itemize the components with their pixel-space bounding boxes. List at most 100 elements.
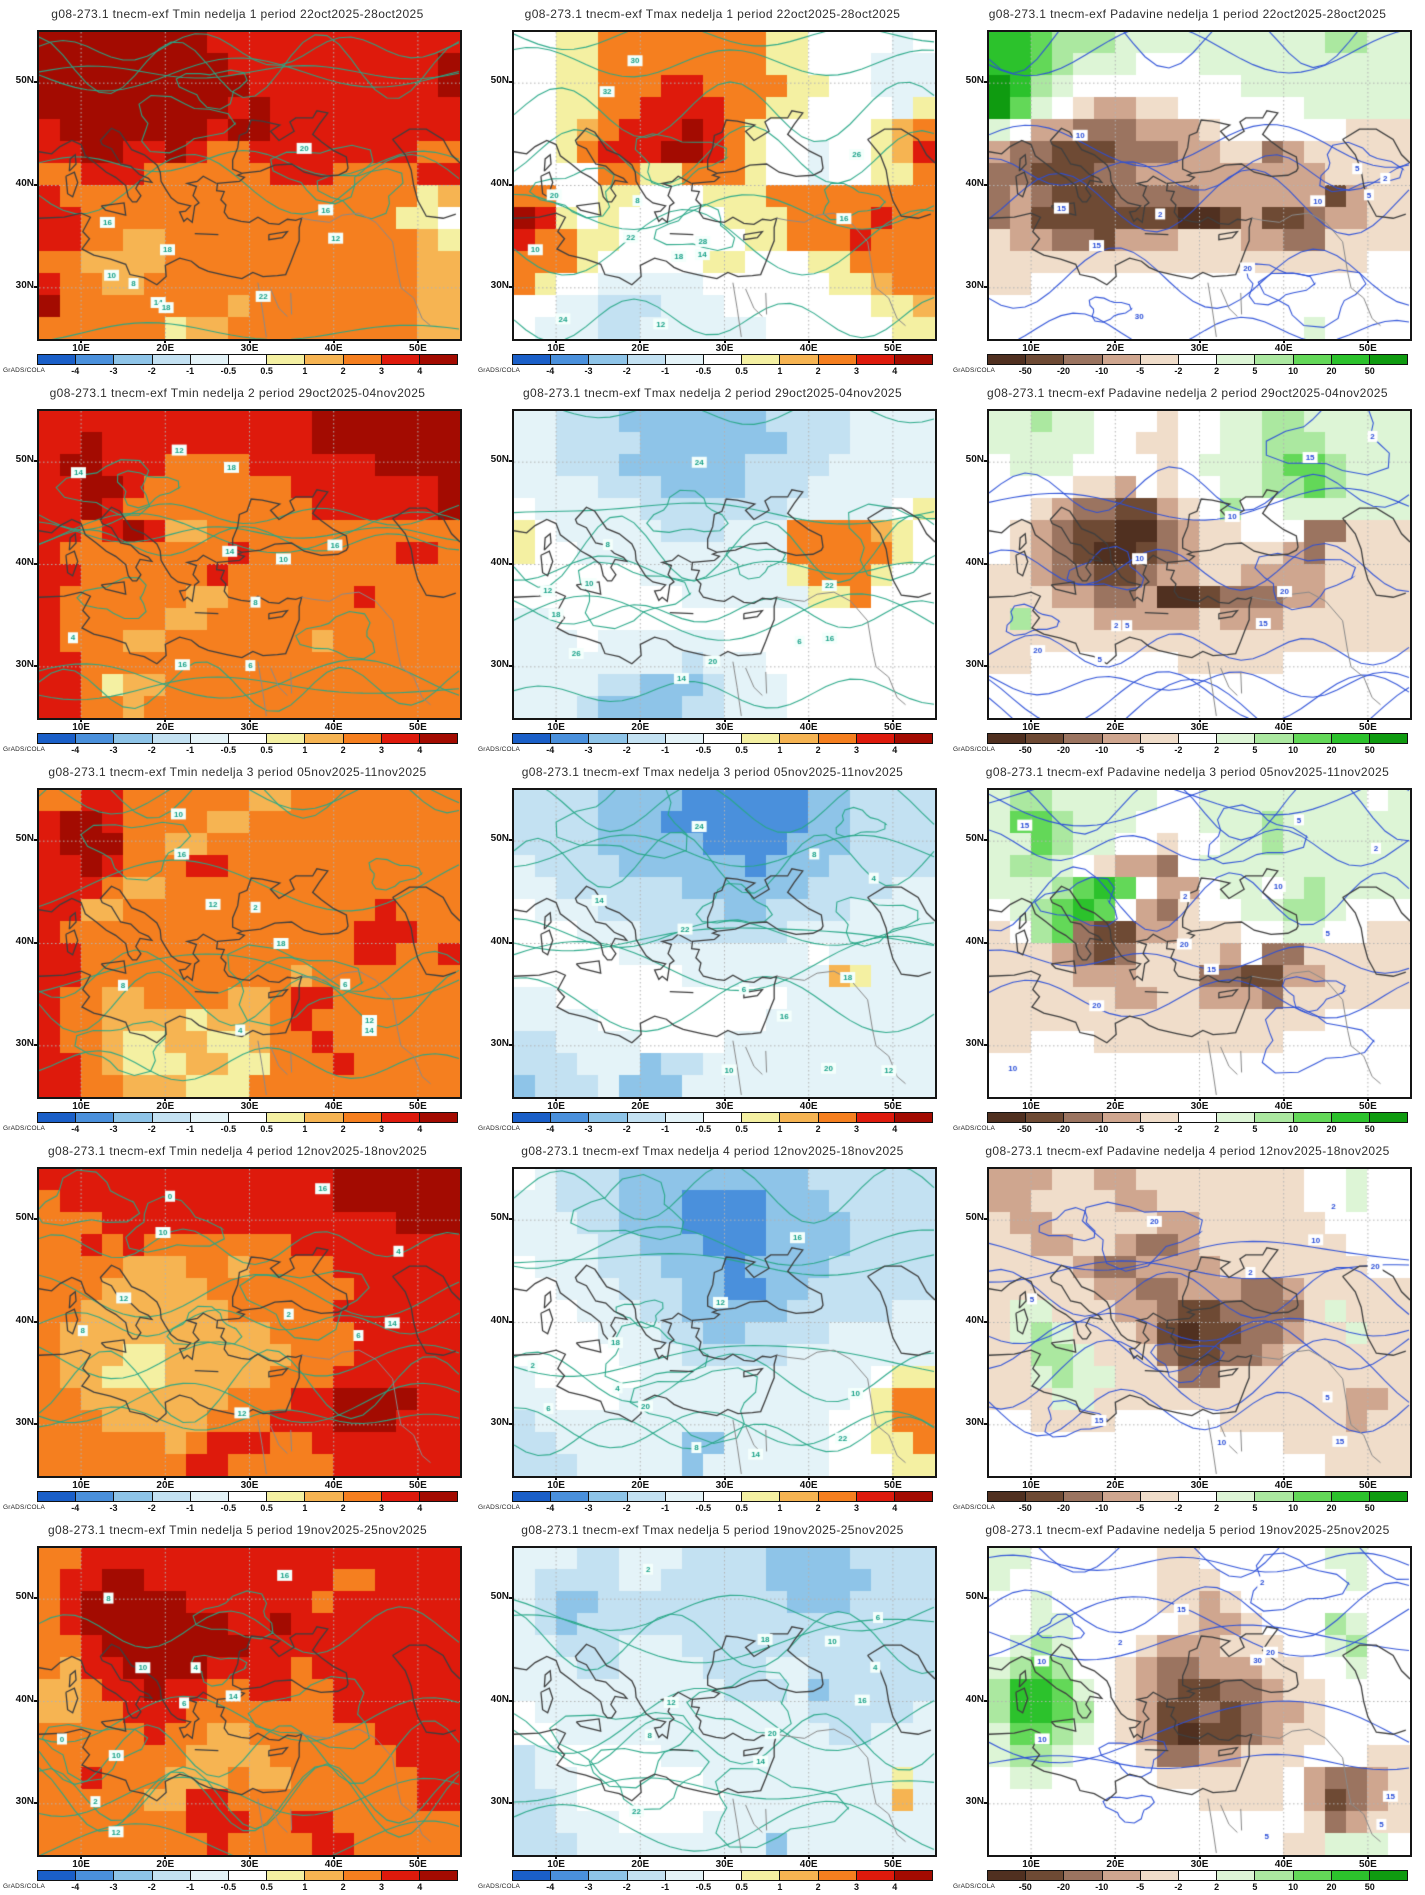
forecast-panel: g08-273.1 tnecm-exf Tmax nedelja 4 perio… xyxy=(475,1137,950,1516)
map-canvas xyxy=(37,1167,462,1478)
colorbar-tick-label: 1 xyxy=(302,745,308,755)
colorbar-tick-label: -20 xyxy=(1057,1882,1071,1892)
lon-tick-label: 20E xyxy=(1106,722,1125,733)
colorbar-segment xyxy=(113,734,152,743)
colorbar-tick-label: -4 xyxy=(71,1124,80,1134)
lon-tick-mark xyxy=(723,1097,726,1101)
lat-tick-label: 50N xyxy=(490,1212,509,1224)
lat-tick-label: 30N xyxy=(490,1416,509,1428)
colorbar-segment xyxy=(626,734,665,743)
colorbar-tick-label: -4 xyxy=(546,1882,555,1892)
colorbar-tick-label: 10 xyxy=(1288,1124,1299,1134)
colorbar-tick-label: -0.5 xyxy=(695,1882,712,1892)
grads-cola-credit: GrADS/COLA xyxy=(953,1504,996,1511)
colorbar-segment xyxy=(1292,734,1331,743)
colorbar-segment xyxy=(304,1871,343,1880)
colorbar-tick-label: 0.5 xyxy=(260,1503,273,1513)
lat-tick-mark xyxy=(984,941,988,944)
colorbar-segment xyxy=(342,734,381,743)
forecast-panel: g08-273.1 tnecm-exf Tmax nedelja 1 perio… xyxy=(475,0,950,379)
lat-tick-mark xyxy=(34,664,38,667)
lon-tick-label: 40E xyxy=(1274,722,1293,733)
colorbar-tick-label: -50 xyxy=(1018,745,1032,755)
lat-tick-label: 40N xyxy=(15,1693,34,1705)
colorbar-tick-label: -0.5 xyxy=(695,366,712,376)
lon-tick-mark xyxy=(164,718,167,722)
lon-tick-mark xyxy=(1114,1097,1117,1101)
colorbar-segment xyxy=(1330,1871,1369,1880)
lat-tick-mark xyxy=(984,1422,988,1425)
colorbar-segment xyxy=(817,355,856,364)
colorbar-tick-label: 1 xyxy=(777,1882,783,1892)
lon-tick-label: 30E xyxy=(1190,343,1209,354)
lon-tick-mark xyxy=(555,1855,558,1859)
colorbar-tick-label: -0.5 xyxy=(695,1503,712,1513)
lon-tick-label: 50E xyxy=(883,343,902,354)
colorbar-tick-label: 1 xyxy=(777,1503,783,1513)
forecast-panel: g08-273.1 tnecm-exf Tmin nedelja 2 perio… xyxy=(0,379,475,758)
colorbar-segment xyxy=(1254,1113,1293,1122)
colorbar-segment xyxy=(75,1492,114,1501)
lat-tick-mark xyxy=(34,1699,38,1702)
colorbar-segment xyxy=(342,1871,381,1880)
colorbar-tick-label: -2 xyxy=(147,366,156,376)
lon-tick-mark xyxy=(248,1476,251,1480)
lon-tick-mark xyxy=(1366,1476,1369,1480)
lon-tick-mark xyxy=(891,1097,894,1101)
panel-title: g08-273.1 tnecm-exf Tmax nedelja 3 perio… xyxy=(521,765,904,779)
colorbar-segment xyxy=(779,355,818,364)
colorbar-tick-label: -20 xyxy=(1057,366,1071,376)
map-canvas xyxy=(37,30,462,341)
colorbar-segment xyxy=(1101,1113,1140,1122)
map-canvas xyxy=(987,788,1412,1099)
colorbar xyxy=(512,733,933,744)
lon-tick-label: 30E xyxy=(240,1101,259,1112)
colorbar-tick-label: -2 xyxy=(622,1503,631,1513)
map-canvas xyxy=(512,1167,937,1478)
lat-tick-label: 50N xyxy=(15,454,34,466)
colorbar-tick-label: 1 xyxy=(302,1124,308,1134)
colorbar-tick-label: 3 xyxy=(378,1124,384,1134)
lon-tick-mark xyxy=(332,1097,335,1101)
colorbar-tick-label: -4 xyxy=(71,1882,80,1892)
colorbar-segment xyxy=(189,1492,228,1501)
lat-tick-mark xyxy=(509,1320,513,1323)
lat-tick-mark xyxy=(984,1043,988,1046)
lat-tick-label: 30N xyxy=(965,1037,984,1049)
panel-title: g08-273.1 tnecm-exf Tmax nedelja 4 perio… xyxy=(521,1144,904,1158)
colorbar-segment xyxy=(779,734,818,743)
colorbar-segment xyxy=(550,1492,589,1501)
colorbar-tick-label: -1 xyxy=(661,1882,670,1892)
panel-title: g08-273.1 tnecm-exf Padavine nedelja 2 p… xyxy=(987,386,1388,400)
colorbar-segment xyxy=(741,1492,780,1501)
grads-cola-credit: GrADS/COLA xyxy=(3,1125,46,1132)
lon-tick-label: 50E xyxy=(408,343,427,354)
lon-tick-label: 50E xyxy=(408,722,427,733)
grads-cola-credit: GrADS/COLA xyxy=(3,367,46,374)
lon-tick-mark xyxy=(248,1097,251,1101)
lat-tick-mark xyxy=(509,1043,513,1046)
panel-title: g08-273.1 tnecm-exf Tmin nedelja 4 perio… xyxy=(47,1144,428,1158)
lon-tick-mark xyxy=(891,339,894,343)
forecast-panel: g08-273.1 tnecm-exf Padavine nedelja 5 p… xyxy=(950,1516,1425,1895)
lon-tick-mark xyxy=(891,1855,894,1859)
lat-tick-mark xyxy=(984,460,988,463)
colorbar-segment xyxy=(779,1492,818,1501)
colorbar-tick-label: 50 xyxy=(1364,745,1375,755)
lon-tick-label: 50E xyxy=(1358,1480,1377,1491)
lat-tick-mark xyxy=(34,1597,38,1600)
colorbar-segment xyxy=(38,1871,76,1880)
lon-tick-label: 10E xyxy=(1022,1101,1040,1112)
lon-tick-mark xyxy=(1366,339,1369,343)
forecast-panel: g08-273.1 tnecm-exf Tmax nedelja 2 perio… xyxy=(475,379,950,758)
lon-tick-label: 40E xyxy=(799,1480,818,1491)
colorbar-segment xyxy=(855,355,894,364)
lon-tick-label: 20E xyxy=(1106,343,1125,354)
lon-tick-label: 50E xyxy=(1358,343,1377,354)
lon-tick-mark xyxy=(80,718,83,722)
colorbar-segment xyxy=(38,1492,76,1501)
forecast-panel: g08-273.1 tnecm-exf Padavine nedelja 4 p… xyxy=(950,1137,1425,1516)
colorbar-segment xyxy=(38,1113,76,1122)
colorbar xyxy=(987,1870,1408,1881)
colorbar-tick-label: -3 xyxy=(584,366,593,376)
